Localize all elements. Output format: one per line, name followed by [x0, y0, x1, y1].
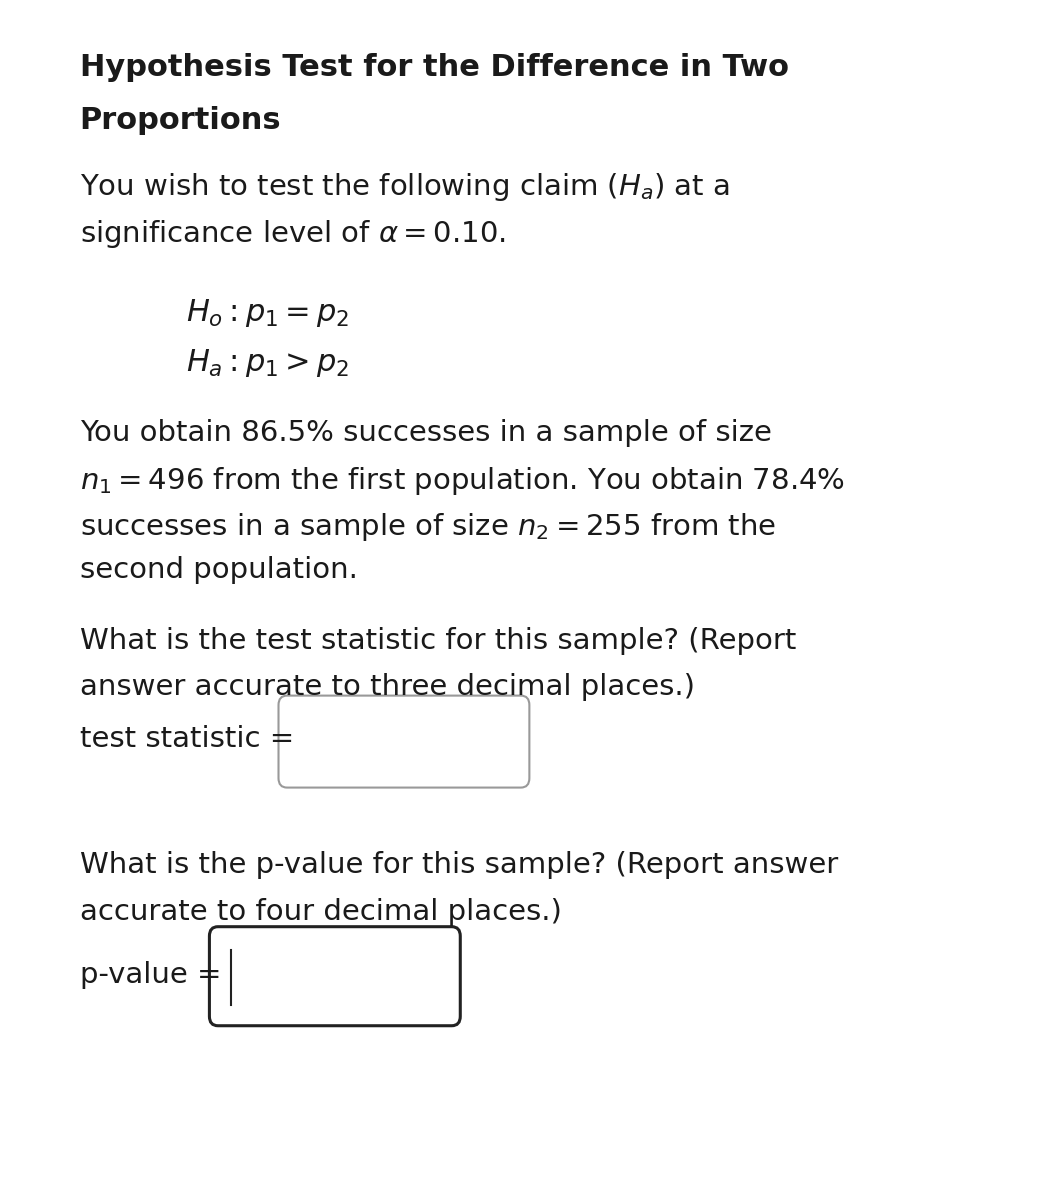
Text: What is the p-value for this sample? (Report answer: What is the p-value for this sample? (Re… [80, 851, 838, 880]
Text: successes in a sample of size $n_2 = 255$ from the: successes in a sample of size $n_2 = 255… [80, 511, 776, 542]
Text: $n_1 = 496$ from the first population. You obtain 78.4%: $n_1 = 496$ from the first population. Y… [80, 465, 845, 496]
Text: answer accurate to three decimal places.): answer accurate to three decimal places.… [80, 673, 695, 702]
Text: significance level of $\alpha = 0.10$.: significance level of $\alpha = 0.10$. [80, 218, 506, 250]
Text: second population.: second population. [80, 556, 357, 585]
Text: You obtain 86.5% successes in a sample of size: You obtain 86.5% successes in a sample o… [80, 419, 772, 447]
Text: accurate to four decimal places.): accurate to four decimal places.) [80, 898, 561, 927]
Text: p-value =: p-value = [80, 961, 221, 989]
Text: test statistic =: test statistic = [80, 725, 294, 753]
Text: Proportions: Proportions [80, 106, 282, 136]
Text: Hypothesis Test for the Difference in Two: Hypothesis Test for the Difference in Tw… [80, 53, 789, 83]
Text: What is the test statistic for this sample? (Report: What is the test statistic for this samp… [80, 627, 796, 656]
Text: $H_o : p_1 = p_2$: $H_o : p_1 = p_2$ [186, 297, 349, 329]
Text: You wish to test the following claim $(H_a)$ at a: You wish to test the following claim $(H… [80, 171, 729, 203]
Text: $H_a : p_1 > p_2$: $H_a : p_1 > p_2$ [186, 347, 349, 378]
